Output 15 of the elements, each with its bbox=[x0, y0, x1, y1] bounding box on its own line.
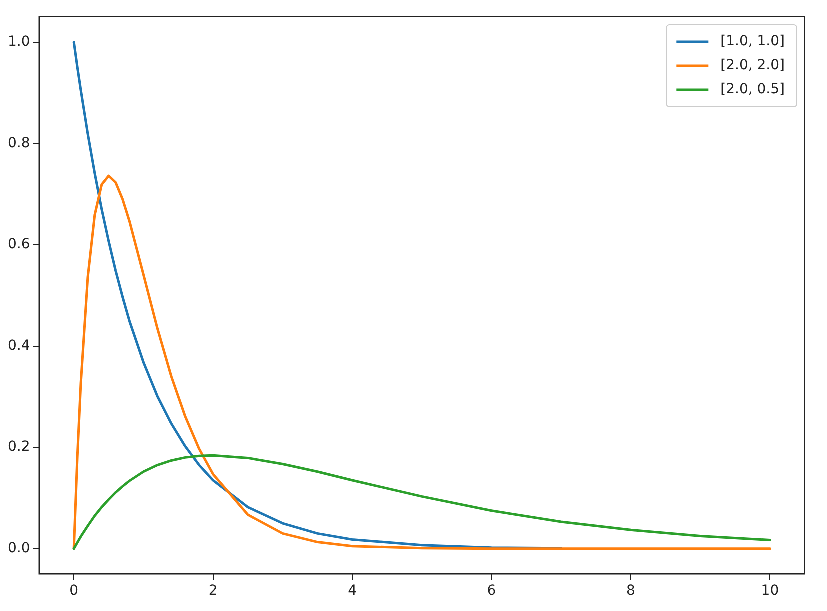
y-tick-label: 0.8 bbox=[8, 135, 30, 152]
x-tick-label: 10 bbox=[761, 583, 780, 600]
y-tick-label: 0.2 bbox=[8, 439, 30, 456]
y-tick-label: 0.0 bbox=[8, 540, 30, 557]
x-tick-label: 4 bbox=[348, 583, 358, 600]
y-tick-label: 1.0 bbox=[8, 34, 30, 50]
x-tick-label: 6 bbox=[487, 583, 496, 600]
y-tick-label: 0.6 bbox=[8, 236, 30, 253]
legend-label: [2.0, 0.5] bbox=[720, 82, 786, 98]
x-tick-label: 8 bbox=[626, 583, 636, 600]
x-tick-label: 2 bbox=[208, 583, 218, 600]
y-tick-label: 0.4 bbox=[8, 338, 30, 354]
legend-label: [2.0, 2.0] bbox=[720, 58, 786, 74]
x-tick-label: 0 bbox=[70, 583, 79, 600]
legend-label: [1.0, 1.0] bbox=[720, 34, 786, 50]
